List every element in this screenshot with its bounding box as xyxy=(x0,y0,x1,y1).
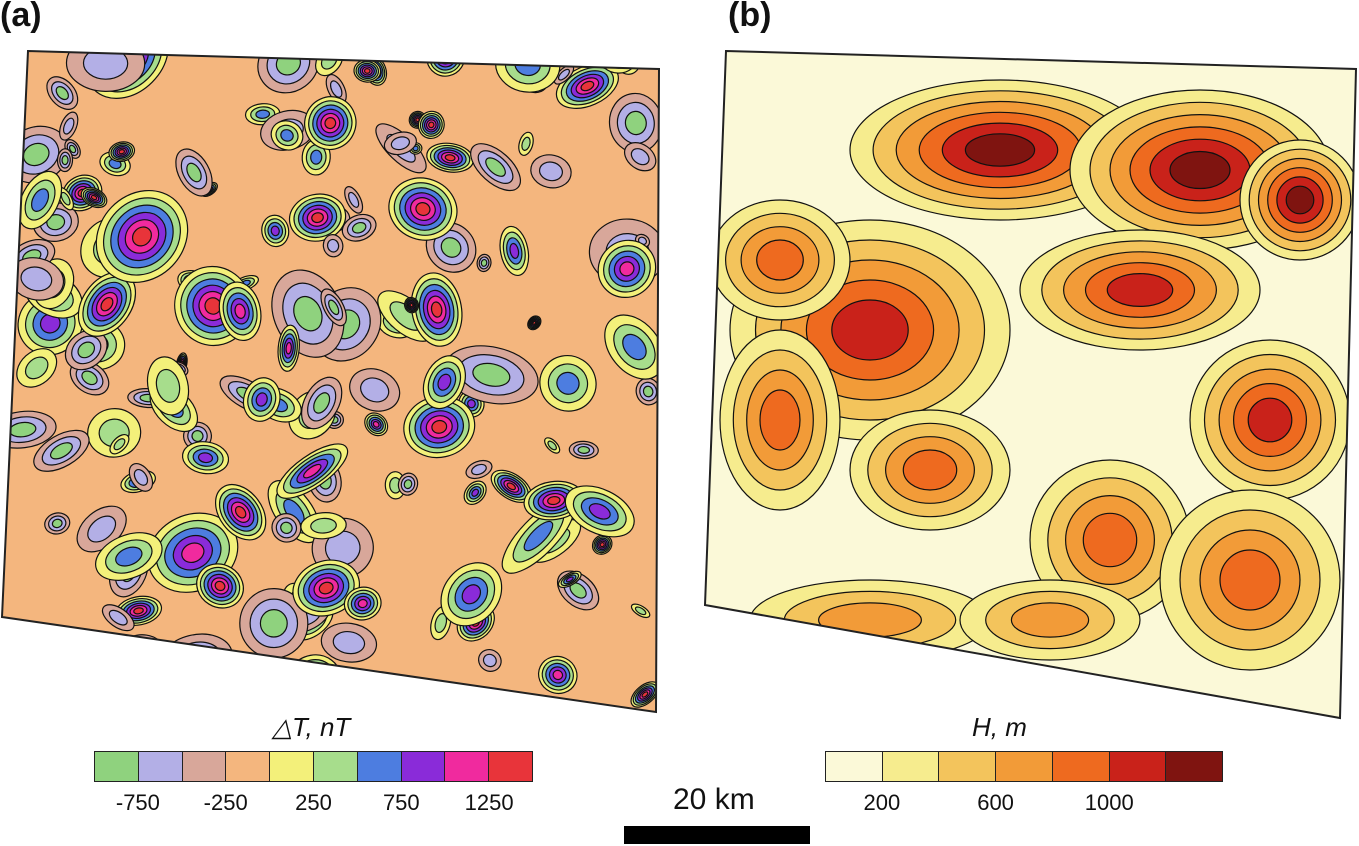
legend-a-swatch xyxy=(313,752,358,781)
legend-a-tick-label: 250 xyxy=(295,790,332,815)
legend-b-swatch xyxy=(996,752,1053,781)
legend-b-swatch xyxy=(939,752,997,781)
legend-b-tick-label: 600 xyxy=(977,790,1014,815)
legend-a-swatch xyxy=(226,752,271,781)
legend-b-swatch xyxy=(1052,752,1110,781)
legend-a-swatch xyxy=(182,752,227,781)
legend-a-title: △T, nT xyxy=(272,712,351,742)
scale-bar-label: 20 km xyxy=(673,783,755,816)
legend-a-tick-label: 750 xyxy=(382,790,420,815)
legend-b-swatch xyxy=(826,752,883,781)
legend-a-swatch xyxy=(95,752,139,781)
legend-b-title: H, m xyxy=(972,712,1027,742)
legend-a-tick-label: -250 xyxy=(203,790,248,815)
legend-a-colorbar xyxy=(94,751,533,782)
legend-a-swatch xyxy=(138,752,183,781)
legend-b-colorbar xyxy=(825,751,1223,782)
legend-a-swatch xyxy=(401,752,446,781)
legend-b-swatch xyxy=(1109,752,1167,781)
legend-a-swatch xyxy=(357,752,402,781)
legend-a-tick-label: 1250 xyxy=(464,790,514,815)
panel-a-label: (a) xyxy=(0,0,42,34)
scale-bar xyxy=(624,826,810,844)
legend-a-swatch xyxy=(445,752,490,781)
legend-b-swatch xyxy=(882,752,940,781)
panel-b-label: (b) xyxy=(728,0,772,34)
legend-a-tick-label: -750 xyxy=(115,790,160,815)
legend-b-swatch xyxy=(1166,752,1223,781)
legend-b-tick-label: 1000 xyxy=(1084,790,1134,815)
legend-a-swatch xyxy=(489,752,532,781)
legend-b-tick-label: 200 xyxy=(863,790,901,815)
legend-a-swatch xyxy=(270,752,314,781)
